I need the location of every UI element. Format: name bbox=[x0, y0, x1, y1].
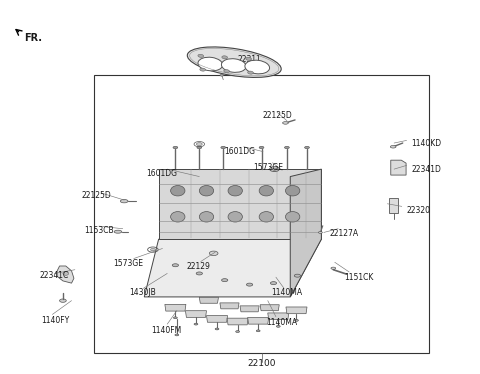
Text: FR.: FR. bbox=[24, 34, 42, 43]
Ellipse shape bbox=[187, 47, 281, 77]
Polygon shape bbox=[57, 266, 74, 283]
Ellipse shape bbox=[319, 232, 323, 233]
Polygon shape bbox=[227, 318, 248, 325]
Ellipse shape bbox=[259, 186, 274, 196]
Polygon shape bbox=[165, 304, 186, 311]
Text: 22125D: 22125D bbox=[263, 111, 293, 120]
Ellipse shape bbox=[270, 282, 276, 285]
Ellipse shape bbox=[209, 251, 218, 255]
Ellipse shape bbox=[390, 145, 396, 148]
Ellipse shape bbox=[259, 212, 274, 222]
Ellipse shape bbox=[222, 279, 228, 282]
Ellipse shape bbox=[228, 186, 242, 196]
Ellipse shape bbox=[172, 264, 179, 267]
Text: 22100: 22100 bbox=[247, 359, 276, 368]
Ellipse shape bbox=[246, 57, 252, 60]
Ellipse shape bbox=[221, 146, 226, 148]
Ellipse shape bbox=[194, 323, 198, 325]
Ellipse shape bbox=[120, 199, 128, 203]
Ellipse shape bbox=[196, 272, 203, 275]
Text: 22311: 22311 bbox=[238, 55, 262, 64]
Ellipse shape bbox=[200, 68, 205, 71]
Ellipse shape bbox=[286, 212, 300, 222]
Text: 1601DG: 1601DG bbox=[225, 147, 256, 156]
Ellipse shape bbox=[285, 146, 289, 148]
Text: 22320: 22320 bbox=[407, 206, 431, 215]
Ellipse shape bbox=[224, 70, 229, 73]
Text: 1151CK: 1151CK bbox=[344, 273, 374, 282]
Ellipse shape bbox=[259, 146, 264, 148]
Text: 1573GE: 1573GE bbox=[253, 163, 283, 172]
Text: 1140MA: 1140MA bbox=[266, 318, 298, 327]
Ellipse shape bbox=[215, 328, 219, 330]
Ellipse shape bbox=[175, 334, 179, 336]
Ellipse shape bbox=[60, 299, 66, 302]
Ellipse shape bbox=[221, 59, 246, 72]
Ellipse shape bbox=[196, 142, 202, 145]
Ellipse shape bbox=[286, 186, 300, 196]
Ellipse shape bbox=[283, 122, 288, 124]
Text: 1430JB: 1430JB bbox=[129, 288, 156, 297]
Polygon shape bbox=[391, 160, 406, 175]
Ellipse shape bbox=[236, 331, 240, 332]
Ellipse shape bbox=[245, 60, 270, 74]
Ellipse shape bbox=[170, 212, 185, 222]
Ellipse shape bbox=[331, 267, 336, 269]
Ellipse shape bbox=[198, 57, 223, 71]
Bar bbox=[94, 75, 429, 353]
Polygon shape bbox=[260, 305, 279, 311]
Ellipse shape bbox=[173, 317, 177, 319]
Ellipse shape bbox=[248, 71, 253, 74]
Polygon shape bbox=[240, 306, 259, 312]
Ellipse shape bbox=[295, 319, 299, 321]
Text: 1140KD: 1140KD bbox=[411, 139, 442, 148]
Ellipse shape bbox=[256, 330, 260, 332]
Text: 1140MA: 1140MA bbox=[271, 288, 302, 297]
Polygon shape bbox=[144, 239, 322, 297]
Ellipse shape bbox=[220, 74, 224, 76]
Text: 1601DG: 1601DG bbox=[147, 169, 178, 178]
Ellipse shape bbox=[198, 54, 204, 57]
Ellipse shape bbox=[276, 325, 280, 327]
Polygon shape bbox=[290, 169, 322, 297]
Ellipse shape bbox=[114, 230, 122, 233]
Ellipse shape bbox=[305, 146, 310, 148]
Text: 22341D: 22341D bbox=[411, 165, 441, 174]
Ellipse shape bbox=[63, 272, 69, 275]
Polygon shape bbox=[206, 316, 228, 322]
Polygon shape bbox=[199, 297, 218, 303]
Polygon shape bbox=[286, 307, 307, 314]
Text: 22127A: 22127A bbox=[330, 229, 359, 238]
Polygon shape bbox=[389, 198, 398, 213]
Polygon shape bbox=[185, 311, 206, 318]
Text: 1140FY: 1140FY bbox=[41, 316, 70, 325]
Polygon shape bbox=[158, 169, 322, 239]
Ellipse shape bbox=[170, 186, 185, 196]
Text: 1153CB: 1153CB bbox=[84, 226, 114, 235]
Ellipse shape bbox=[151, 248, 156, 251]
Ellipse shape bbox=[199, 212, 214, 222]
Ellipse shape bbox=[173, 146, 178, 148]
Text: 22341C: 22341C bbox=[40, 271, 69, 280]
Polygon shape bbox=[248, 318, 269, 324]
Polygon shape bbox=[220, 303, 239, 309]
Polygon shape bbox=[268, 313, 289, 320]
Ellipse shape bbox=[199, 186, 214, 196]
Text: 22125D: 22125D bbox=[81, 191, 111, 200]
Ellipse shape bbox=[272, 168, 276, 170]
Text: 22129: 22129 bbox=[186, 262, 210, 271]
Ellipse shape bbox=[228, 212, 242, 222]
Ellipse shape bbox=[246, 283, 252, 286]
Text: 1573GE: 1573GE bbox=[113, 258, 143, 267]
Ellipse shape bbox=[222, 56, 228, 59]
Ellipse shape bbox=[197, 146, 202, 148]
Ellipse shape bbox=[294, 274, 300, 277]
Text: 1140FM: 1140FM bbox=[152, 326, 182, 335]
